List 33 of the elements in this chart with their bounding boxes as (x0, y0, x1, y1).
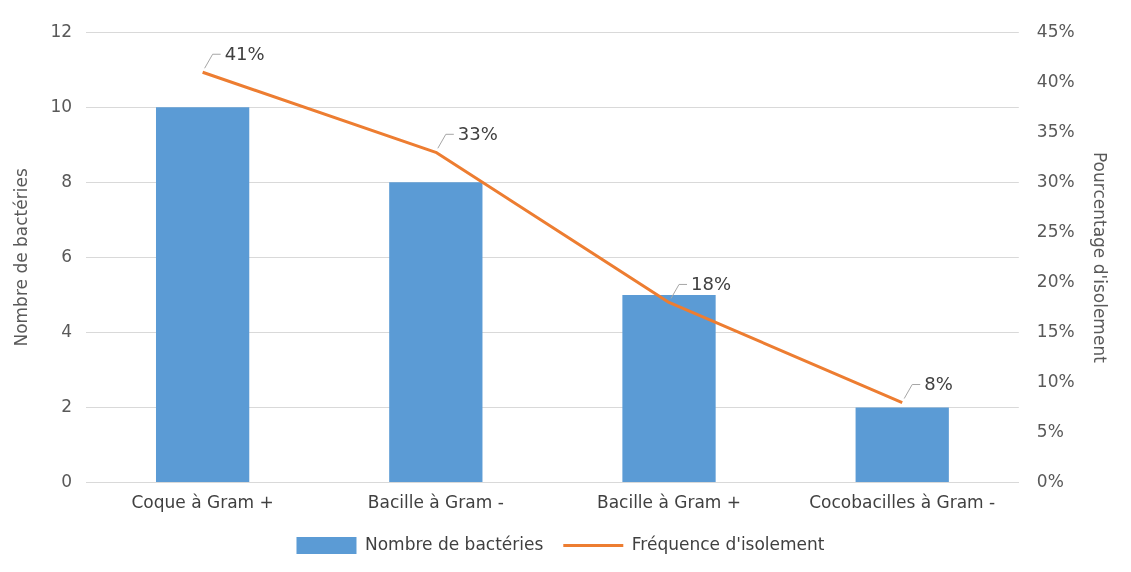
y2-tick-label: 20% (1036, 270, 1075, 291)
data-label: 33% (457, 122, 498, 144)
y-tick-label: 4 (61, 320, 73, 341)
y2-tick-label: 25% (1036, 220, 1075, 241)
y2-tick-label: 45% (1036, 20, 1075, 41)
data-label: 8% (924, 373, 953, 395)
data-label: 41% (224, 42, 265, 64)
y2-tick-label: 0% (1036, 471, 1064, 492)
y-tick-label: 8 (61, 170, 73, 191)
y2-tick-label: 5% (1036, 420, 1064, 441)
data-label: 18% (691, 273, 732, 295)
x-tick-label: Coque à Gram + (131, 492, 274, 513)
y2-tick-label: 10% (1036, 370, 1075, 391)
y2-axis-title: Pourcentage d'isolement (1090, 151, 1111, 364)
bar (855, 407, 949, 483)
y-tick-label: 12 (50, 20, 73, 41)
x-tick-label: Bacille à Gram + (596, 492, 742, 513)
y-axis-title: Nombre de bactéries (10, 168, 31, 347)
bar (622, 294, 716, 483)
y2-tick-label: 35% (1036, 120, 1075, 141)
y-tick-label: 6 (61, 245, 73, 266)
legend-label: Nombre de bactéries (364, 533, 544, 554)
x-tick-label: Bacille à Gram - (367, 492, 504, 513)
y2-tick-label: 15% (1036, 320, 1075, 341)
y2-tick-label: 30% (1036, 170, 1075, 191)
bar (389, 182, 483, 483)
legend-label: Fréquence d'isolement (631, 533, 825, 554)
bar (155, 107, 250, 483)
y-tick-label: 2 (61, 395, 73, 416)
y-tick-label: 0 (61, 471, 73, 492)
y-tick-label: 10 (50, 95, 73, 116)
x-tick-label: Cocobacilles à Gram - (809, 492, 996, 513)
y2-tick-label: 40% (1036, 70, 1075, 91)
